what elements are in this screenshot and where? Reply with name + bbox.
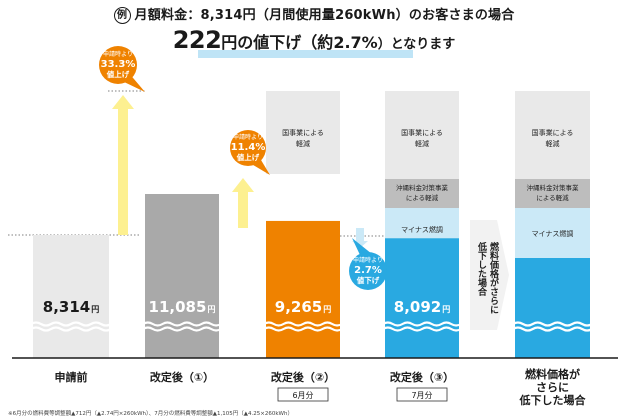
value-label-before: 8,314円	[43, 298, 99, 316]
kuni-label-3-line2: 軽減	[415, 139, 429, 148]
side-note-chevron	[470, 220, 509, 330]
okinawa-label-3-line2: による軽減	[406, 193, 439, 202]
bubble-revision-3-line3: 値下げ	[356, 275, 380, 285]
period-tag-june: 6月分	[292, 391, 313, 400]
bubble-revision-2-line3: 値上げ	[236, 152, 260, 162]
okinawa-label-3-line1: 沖縄料金対策事業	[396, 183, 449, 192]
bubble-revision-3-tail	[352, 238, 372, 255]
kuni-label-2-line1: 国事業による	[282, 128, 324, 137]
bar-before-application	[33, 235, 109, 358]
segment-kuni-reduction-2	[266, 91, 340, 174]
bubble-revision-1	[99, 46, 137, 84]
bubble-revision-2	[230, 130, 266, 166]
segment-fuel-adjustment-4	[515, 208, 590, 258]
category-revision-3: 改定後（③）	[390, 370, 454, 384]
axis-break-mark-2	[263, 321, 343, 332]
axis-break-mark-3	[382, 321, 462, 332]
segment-kuni-reduction-4	[515, 91, 590, 179]
bubble-revision-2-pct: 11.4%	[231, 142, 266, 153]
kuni-label-2-line2: 軽減	[296, 139, 310, 148]
category-revision-1: 改定後（①）	[150, 370, 214, 384]
header-amount: 222	[172, 26, 222, 54]
header-highlight	[198, 50, 413, 58]
increase-arrow-2	[232, 178, 254, 228]
fuel-label-4: マイナス燃調	[532, 229, 574, 238]
period-tag-july: 7月分	[411, 391, 432, 400]
value-label-revision-1: 11,085円	[149, 298, 216, 316]
kuni-label-4-line2: 軽減	[546, 139, 560, 148]
category-fuel-line1: 燃料価格が	[524, 367, 580, 381]
increase-arrow-1	[112, 95, 134, 235]
bar-revision-3	[385, 238, 459, 358]
bubble-revision-3-line1: 申請時より	[353, 256, 383, 264]
category-revision-2: 改定後（②）	[271, 370, 335, 384]
header-yen-text: 円の値下げ（約	[221, 33, 334, 52]
period-tag-july-box	[396, 387, 448, 402]
segment-kuni-reduction-3	[385, 91, 459, 179]
header-pct: 2.7%	[333, 33, 378, 52]
okinawa-label-4-line2: による軽減	[536, 193, 569, 202]
category-before: 申請前	[55, 370, 88, 384]
footnote: ※6月分の燃料費等調整額▲712円（▲2.74円×260kWh）、7月分の燃料費…	[8, 411, 293, 417]
kuni-label-3-line1: 国事業による	[401, 128, 443, 137]
fuel-label-3: マイナス燃調	[401, 225, 443, 234]
example-mark: 例	[113, 7, 131, 24]
bar-revision-2	[266, 220, 340, 358]
header-line1-text: 月額料金：8,314円（月間使用量260kWh）のお客さまの場合	[134, 8, 515, 23]
category-fuel-line2: さらに	[536, 381, 569, 394]
segment-okinawa-reduction-4	[515, 179, 590, 208]
header-line1: 例月額料金：8,314円（月間使用量260kWh）のお客さまの場合	[0, 4, 628, 24]
bubble-revision-1-pct: 33.3%	[101, 59, 136, 70]
bar-fuel-drop-case	[515, 258, 590, 358]
axis-break-mark-0	[30, 321, 112, 332]
category-fuel-line3: 低下した場合	[519, 393, 587, 407]
side-note-line2: 低下した場合	[476, 241, 488, 297]
header-line2: 222円の値下げ（約2.7%）となります	[0, 26, 628, 54]
bar-revision-1	[145, 194, 219, 358]
okinawa-label-4-line1: 沖縄料金対策事業	[527, 183, 580, 192]
bubble-revision-1-line3: 値上げ	[106, 69, 130, 79]
bubble-revision-1-line1: 申請時より	[103, 50, 133, 58]
axis-break-mark-4	[512, 321, 593, 332]
kuni-label-4-line1: 国事業による	[532, 128, 574, 137]
period-tag-june-box	[277, 387, 329, 402]
axis-break-mark-1	[142, 321, 222, 332]
value-label-revision-3: 8,092円	[394, 298, 450, 316]
bubble-revision-3	[349, 252, 387, 290]
header-suffix: ）となります	[377, 37, 456, 52]
bubble-revision-2-line1: 申請時より	[233, 133, 263, 141]
segment-okinawa-reduction-3	[385, 179, 459, 208]
value-label-revision-2: 9,265円	[275, 298, 331, 316]
side-note-line1: 燃料価格がさらに	[488, 241, 500, 314]
bubble-revision-3-pct: 2.7%	[354, 265, 382, 276]
